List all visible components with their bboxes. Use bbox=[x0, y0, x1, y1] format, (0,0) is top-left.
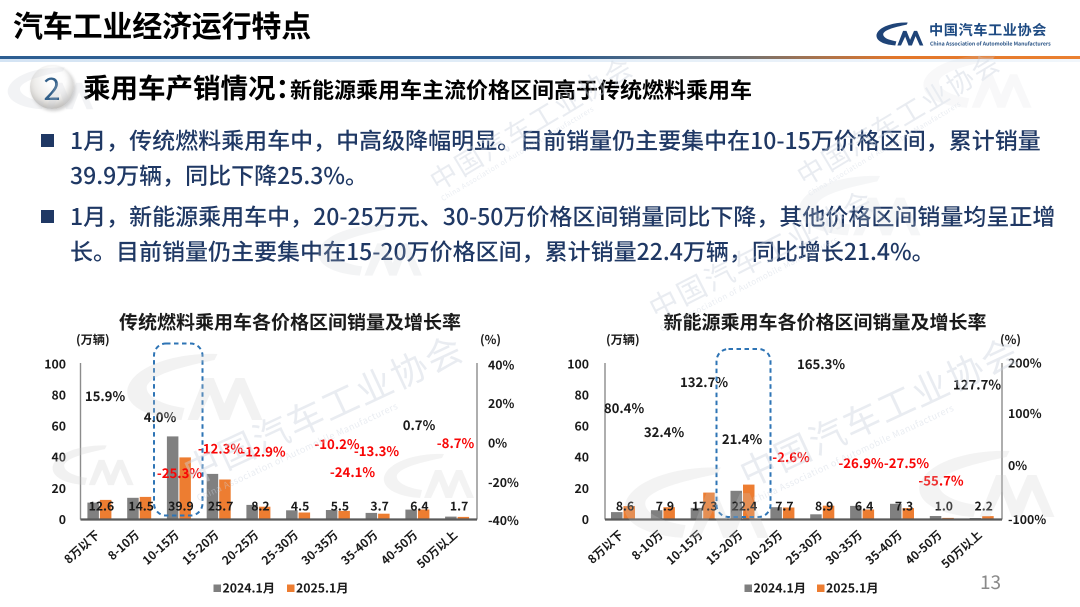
svg-text:6.4: 6.4 bbox=[855, 497, 873, 515]
svg-text:中国汽车工业协会: 中国汽车工业协会 bbox=[929, 20, 1047, 40]
svg-text:8万以下: 8万以下 bbox=[60, 526, 103, 567]
svg-text:20: 20 bbox=[574, 479, 589, 497]
svg-text:1.7: 1.7 bbox=[450, 497, 468, 515]
svg-text:(%): (%) bbox=[1000, 330, 1021, 348]
svg-text:35-40万: 35-40万 bbox=[862, 526, 906, 568]
svg-text:80.4%: 80.4% bbox=[604, 398, 645, 417]
svg-text:8.2: 8.2 bbox=[251, 497, 269, 515]
svg-text:6.4: 6.4 bbox=[410, 497, 428, 515]
svg-text:8-10万: 8-10万 bbox=[628, 526, 667, 564]
svg-text:14.5: 14.5 bbox=[128, 497, 154, 515]
svg-text:8.6: 8.6 bbox=[616, 497, 634, 515]
svg-text:(万辆): (万辆) bbox=[76, 330, 110, 348]
svg-text:20: 20 bbox=[51, 479, 66, 497]
svg-text:2024.1月: 2024.1月 bbox=[754, 579, 807, 597]
svg-text:2024.1月: 2024.1月 bbox=[223, 579, 276, 597]
svg-text:China Association of Automobil: China Association of Automobile Manufact… bbox=[930, 41, 1051, 48]
svg-text:-100%: -100% bbox=[1008, 510, 1046, 528]
svg-text:-27.5%: -27.5% bbox=[884, 453, 930, 472]
svg-text:17.3: 17.3 bbox=[692, 497, 718, 515]
svg-text:100: 100 bbox=[567, 354, 589, 372]
svg-text:-40%: -40% bbox=[488, 511, 519, 529]
svg-text:20-25万: 20-25万 bbox=[742, 526, 786, 568]
svg-text:40: 40 bbox=[51, 448, 66, 466]
svg-text:(万辆): (万辆) bbox=[606, 330, 640, 348]
svg-text:3.7: 3.7 bbox=[370, 497, 388, 515]
svg-text:1.0: 1.0 bbox=[935, 497, 953, 515]
svg-text:50万以上: 50万以上 bbox=[413, 526, 461, 572]
svg-text:0%: 0% bbox=[1008, 456, 1027, 474]
svg-text:-8.7%: -8.7% bbox=[437, 433, 475, 452]
svg-text:15.9%: 15.9% bbox=[85, 386, 126, 405]
svg-text:40%: 40% bbox=[488, 355, 515, 373]
svg-text:4.5: 4.5 bbox=[291, 497, 309, 515]
svg-text:32.4%: 32.4% bbox=[644, 422, 685, 441]
svg-text:-13.3%: -13.3% bbox=[354, 441, 400, 460]
svg-text:-25.3%: -25.3% bbox=[157, 463, 203, 482]
svg-text:-24.1%: -24.1% bbox=[330, 462, 376, 481]
svg-text:(%): (%) bbox=[480, 330, 501, 348]
svg-text:80: 80 bbox=[51, 385, 66, 403]
svg-text:-2.6%: -2.6% bbox=[772, 447, 810, 466]
svg-text:25-30万: 25-30万 bbox=[258, 526, 302, 568]
svg-text:0.7%: 0.7% bbox=[403, 415, 436, 434]
svg-text:8-10万: 8-10万 bbox=[104, 526, 143, 564]
svg-text:50万以上: 50万以上 bbox=[937, 526, 985, 572]
svg-text:7.7: 7.7 bbox=[775, 497, 793, 515]
svg-text:25.7: 25.7 bbox=[208, 497, 234, 515]
svg-text:20-25万: 20-25万 bbox=[218, 526, 262, 568]
svg-text:-20%: -20% bbox=[488, 473, 519, 491]
svg-text:7.3: 7.3 bbox=[895, 497, 913, 515]
svg-text:0: 0 bbox=[582, 510, 589, 528]
svg-text:21.4%: 21.4% bbox=[722, 429, 763, 448]
svg-text:100: 100 bbox=[44, 354, 66, 372]
svg-text:15-20万: 15-20万 bbox=[178, 526, 222, 568]
svg-text:0%: 0% bbox=[488, 433, 507, 451]
svg-text:-26.9%: -26.9% bbox=[838, 453, 884, 472]
svg-text:4.0%: 4.0% bbox=[144, 407, 177, 426]
svg-text:30-35万: 30-35万 bbox=[297, 526, 341, 568]
svg-text:20%: 20% bbox=[488, 394, 515, 412]
svg-text:2.2: 2.2 bbox=[975, 497, 993, 515]
svg-text:10-15万: 10-15万 bbox=[662, 526, 706, 568]
svg-text:-12.9%: -12.9% bbox=[240, 442, 286, 461]
svg-text:15-20万: 15-20万 bbox=[702, 526, 746, 568]
svg-text:60: 60 bbox=[574, 417, 589, 435]
svg-text:5.5: 5.5 bbox=[331, 497, 349, 515]
svg-text:200%: 200% bbox=[1008, 353, 1042, 371]
svg-text:60: 60 bbox=[51, 417, 66, 435]
svg-text:25-30万: 25-30万 bbox=[782, 526, 826, 568]
svg-text:2025.1月: 2025.1月 bbox=[826, 579, 879, 597]
svg-text:35-40万: 35-40万 bbox=[337, 526, 381, 568]
svg-text:2025.1月: 2025.1月 bbox=[296, 579, 349, 597]
svg-text:39.9: 39.9 bbox=[168, 497, 194, 515]
svg-text:10-15万: 10-15万 bbox=[138, 526, 182, 568]
svg-text:12.6: 12.6 bbox=[89, 497, 115, 515]
svg-text:127.7%: 127.7% bbox=[953, 375, 1001, 394]
svg-text:132.7%: 132.7% bbox=[680, 372, 728, 391]
svg-text:传统燃料乘用车各价格区间销量及增长率: 传统燃料乘用车各价格区间销量及增长率 bbox=[119, 308, 461, 335]
svg-text:-10.2%: -10.2% bbox=[314, 434, 360, 453]
svg-text:0: 0 bbox=[59, 510, 66, 528]
svg-text:165.3%: 165.3% bbox=[797, 354, 845, 373]
svg-text:22.4: 22.4 bbox=[732, 497, 758, 515]
svg-text:8.9: 8.9 bbox=[815, 497, 833, 515]
svg-text:7.9: 7.9 bbox=[656, 497, 674, 515]
svg-text:40: 40 bbox=[574, 448, 589, 466]
svg-text:13: 13 bbox=[980, 568, 1001, 595]
svg-text:100%: 100% bbox=[1008, 404, 1042, 422]
svg-text:30-35万: 30-35万 bbox=[822, 526, 866, 568]
svg-text:-55.7%: -55.7% bbox=[918, 471, 964, 490]
svg-text:-12.3%: -12.3% bbox=[198, 439, 244, 458]
svg-text:80: 80 bbox=[574, 385, 589, 403]
svg-text:8万以下: 8万以下 bbox=[584, 526, 627, 567]
svg-text:新能源乘用车各价格区间销量及增长率: 新能源乘用车各价格区间销量及增长率 bbox=[663, 308, 986, 335]
